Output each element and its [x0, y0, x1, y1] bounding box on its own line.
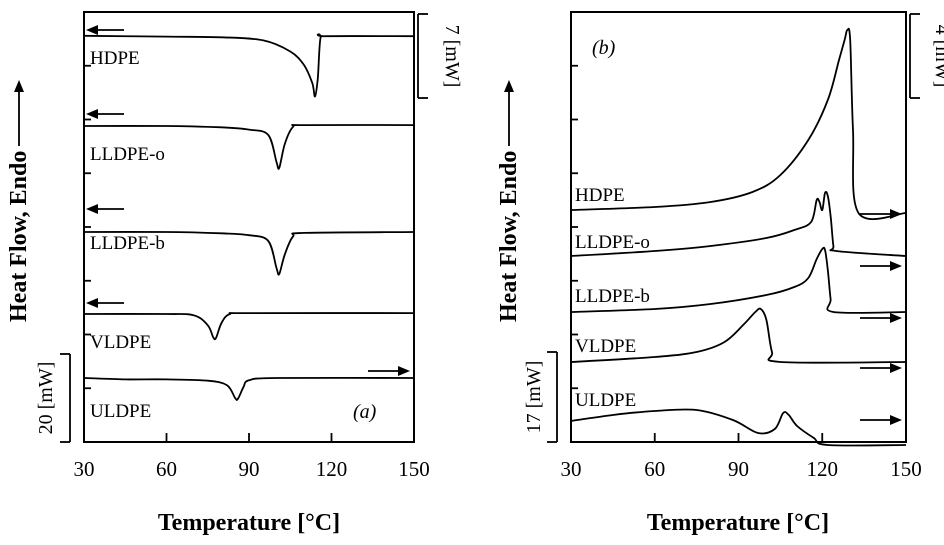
x-tick-label-a-150: 150 [398, 457, 430, 481]
x-tick-label-b-30: 30 [561, 457, 582, 481]
scan-arrow-a-uldpe [368, 366, 410, 376]
y-axis-label-b: Heat Flow, Endo [496, 80, 522, 322]
panel-b: 30 60 90 120 150 HDPE LLDPE-o LLDPE-b VLDPE ULDP… [496, 11, 944, 536]
series-label-a-hdpe: HDPE [90, 48, 140, 69]
curve-a-uldpe [83, 376, 415, 401]
y-axis-arrowhead-a [14, 80, 24, 92]
scale-bar-top-a: 7 [mW] [417, 13, 463, 99]
y-axis-label-text-b: Heat Flow, Endo [496, 151, 522, 322]
scan-arrow-a-vldpe [86, 298, 124, 308]
scan-arrow-a-lldpe-b [86, 204, 124, 214]
curve-a-lldpe-b [83, 231, 415, 276]
scale-bar-top-b: 4 [mW] [909, 13, 944, 99]
plot-frame-b [570, 11, 907, 443]
scale-label-left-a: 20 [mW] [35, 362, 57, 435]
scan-arrows-a [86, 25, 410, 376]
x-ticks-a: 30 60 90 120 150 [74, 64, 430, 481]
series-label-b-vldpe: VLDPE [575, 336, 636, 357]
scale-bar-left-b: 17 [mW] [523, 351, 558, 443]
curve-a-lldpe-o [83, 124, 415, 170]
y-axis-label-a: Heat Flow, Endo [6, 80, 32, 322]
x-axis-label-a: Temperature [°C] [158, 510, 340, 536]
x-tick-label-a-90: 90 [239, 457, 260, 481]
y-axis-label-text-a: Heat Flow, Endo [6, 151, 32, 322]
series-label-b-lldpe-o: LLDPE-o [575, 232, 650, 253]
scan-arrow-b-uldpe [860, 415, 902, 425]
x-tick-label-b-90: 90 [728, 457, 749, 481]
panel-tag-a: (a) [353, 401, 377, 423]
series-label-a-vldpe: VLDPE [90, 332, 151, 353]
scan-arrow-a-lldpe-o [86, 109, 124, 119]
curve-b-uldpe [570, 408, 907, 447]
series-label-a-lldpe-b: LLDPE-b [90, 233, 165, 254]
curve-b-lldpe-b [570, 246, 907, 314]
series-labels-a: HDPE LLDPE-o LLDPE-b VLDPE ULDPE [90, 48, 165, 422]
y-axis-arrowhead-b [504, 80, 514, 92]
x-tick-label-b-150: 150 [890, 457, 922, 481]
curve-b-lldpe-o [570, 191, 907, 257]
curve-a-hdpe [83, 33, 415, 98]
x-tick-label-a-60: 60 [156, 457, 177, 481]
scale-label-top-b: 4 [mW] [931, 25, 944, 88]
series-label-a-uldpe: ULDPE [90, 401, 151, 422]
x-tick-label-b-120: 120 [807, 457, 839, 481]
x-tick-label-a-30: 30 [74, 457, 95, 481]
scan-arrow-a-hdpe [86, 25, 124, 35]
scan-arrow-b-hdpe [860, 209, 902, 219]
series-label-b-lldpe-b: LLDPE-b [575, 286, 650, 307]
panel-a: 30 60 90 120 150 HDPE LLDPE-o LLDPE-b VLDPE ULDP… [6, 11, 463, 536]
scan-arrow-b-lldpe-o [860, 261, 902, 271]
x-tick-label-a-120: 120 [316, 457, 348, 481]
scale-label-top-a: 7 [mW] [441, 25, 463, 88]
scan-arrows-b [860, 209, 902, 425]
scale-label-left-b: 17 [mW] [523, 361, 545, 434]
scan-arrow-b-vldpe [860, 363, 902, 373]
curve-b-hdpe [570, 27, 907, 220]
series-label-b-uldpe: ULDPE [575, 390, 636, 411]
curves-b [570, 27, 907, 447]
series-label-b-hdpe: HDPE [575, 185, 625, 206]
curve-b-vldpe [570, 307, 907, 364]
x-ticks-b: 30 60 90 120 150 [561, 64, 922, 481]
x-tick-label-b-60: 60 [644, 457, 665, 481]
panel-tag-b: (b) [592, 37, 616, 59]
x-axis-label-b: Temperature [°C] [647, 510, 829, 536]
curves-a [83, 33, 415, 401]
series-label-a-lldpe-o: LLDPE-o [90, 144, 165, 165]
scan-arrow-b-lldpe-b [860, 313, 902, 323]
series-labels-b: HDPE LLDPE-o LLDPE-b VLDPE ULDPE [575, 185, 650, 411]
scale-bar-left-a: 20 [mW] [35, 353, 71, 443]
curve-a-vldpe [83, 312, 415, 341]
